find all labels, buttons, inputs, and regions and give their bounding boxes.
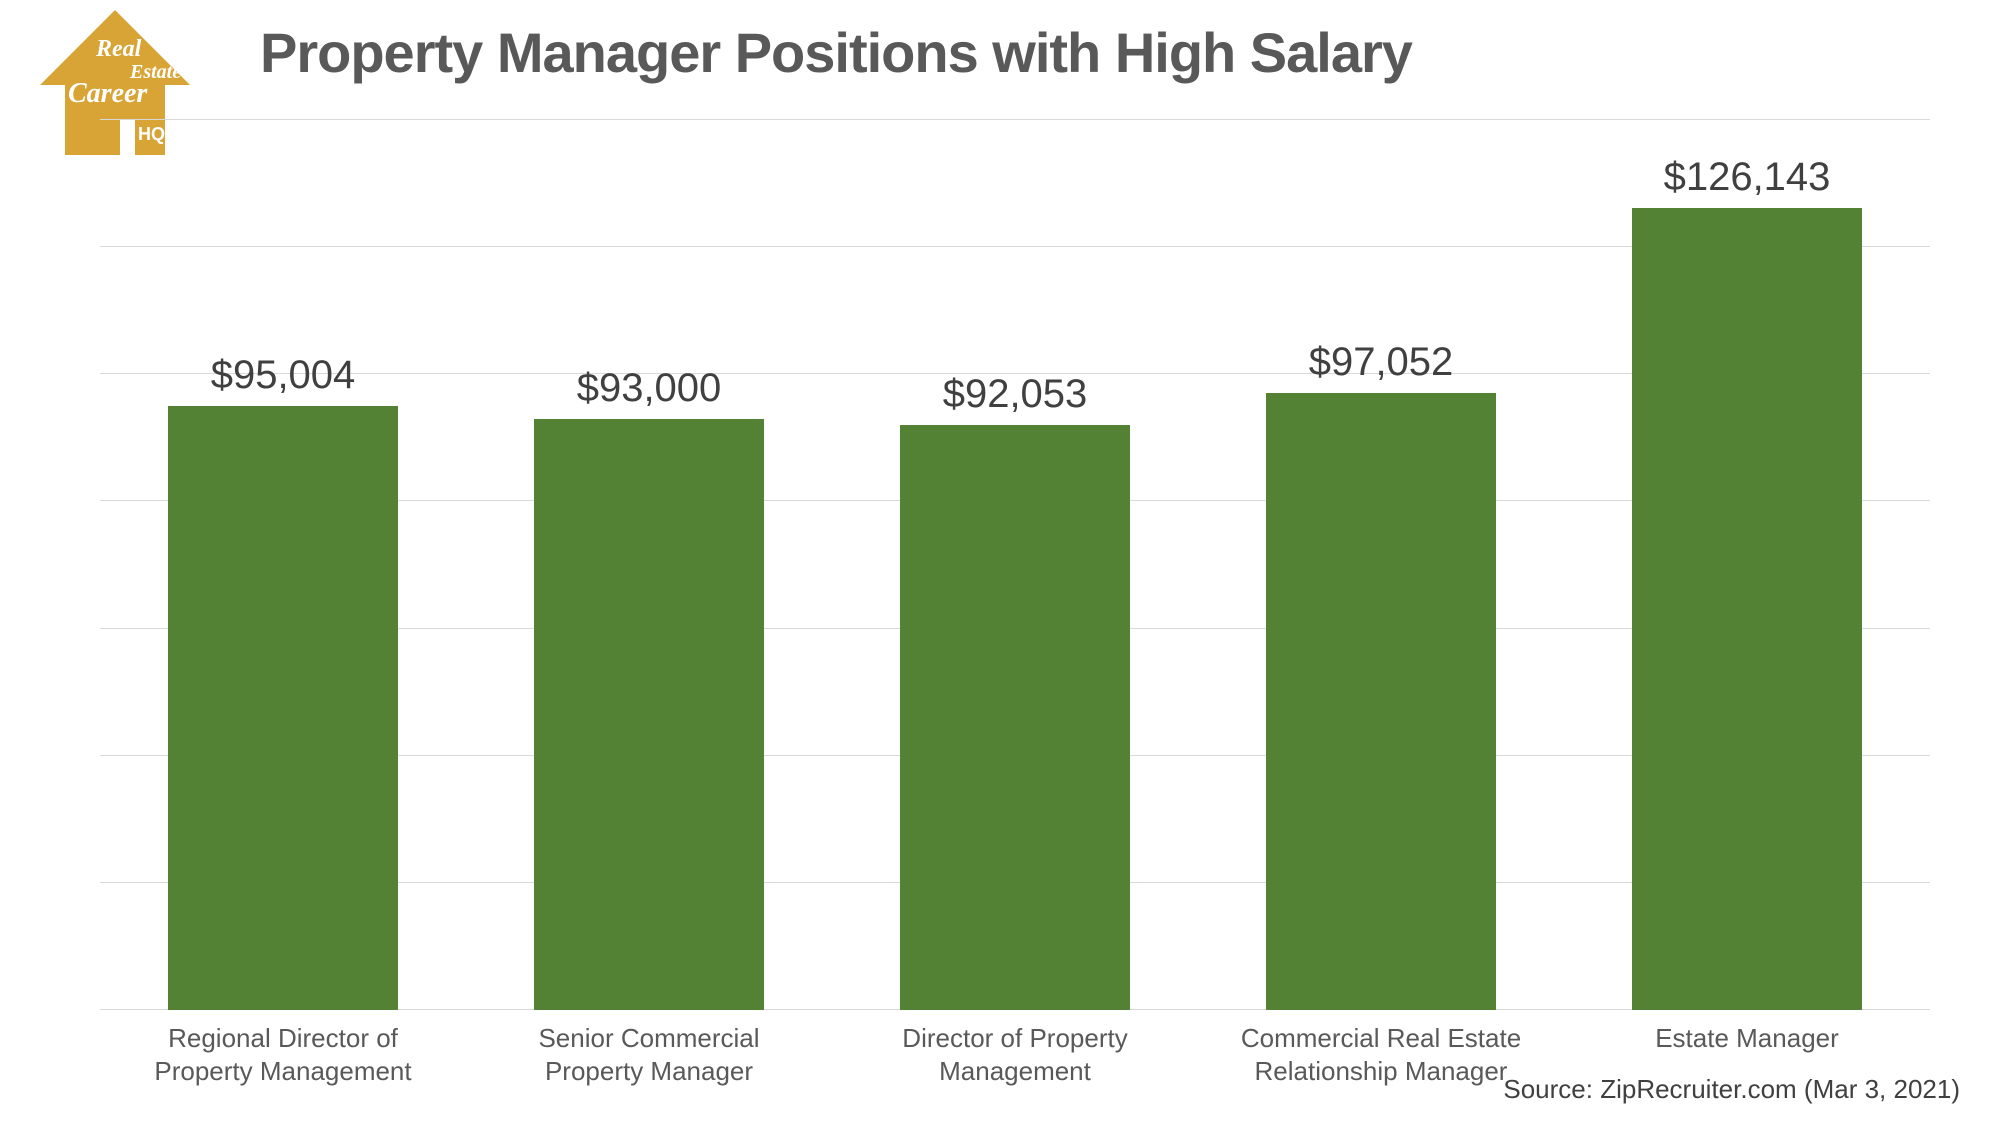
svg-text:Career: Career: [68, 78, 148, 109]
bar-slot: $93,000: [466, 120, 832, 1010]
bar-value-label: $95,004: [211, 353, 356, 398]
source-attribution: Source: ZipRecruiter.com (Mar 3, 2021): [1503, 1074, 1960, 1105]
bar-value-label: $97,052: [1309, 340, 1454, 385]
bar-slot: $126,143: [1564, 120, 1930, 1010]
bar-value-label: $126,143: [1664, 155, 1831, 200]
bar-slot: $92,053: [832, 120, 1198, 1010]
bar: [900, 425, 1130, 1010]
bar-slot: $97,052: [1198, 120, 1564, 1010]
svg-text:Real: Real: [95, 36, 142, 62]
bar-slot: $95,004: [100, 120, 466, 1010]
x-axis-label: Senior Commercial Property Manager: [466, 1010, 832, 1087]
bar: [534, 419, 764, 1010]
bars-container: $95,004 $93,000 $92,053 $97,052 $126,143: [100, 120, 1930, 1010]
bar: [1266, 393, 1496, 1010]
chart-plot-area: $95,004 $93,000 $92,053 $97,052 $126,143: [100, 120, 1930, 1010]
x-axis-label: Regional Director of Property Management: [100, 1010, 466, 1087]
bar: [1632, 208, 1862, 1010]
bar: [168, 406, 398, 1010]
chart-page: Real Estate Career HQ Property Manager P…: [0, 0, 2000, 1125]
chart-title: Property Manager Positions with High Sal…: [260, 20, 1412, 85]
bar-value-label: $92,053: [943, 372, 1088, 417]
x-axis-label: Director of Property Management: [832, 1010, 1198, 1087]
bar-value-label: $93,000: [577, 366, 722, 411]
